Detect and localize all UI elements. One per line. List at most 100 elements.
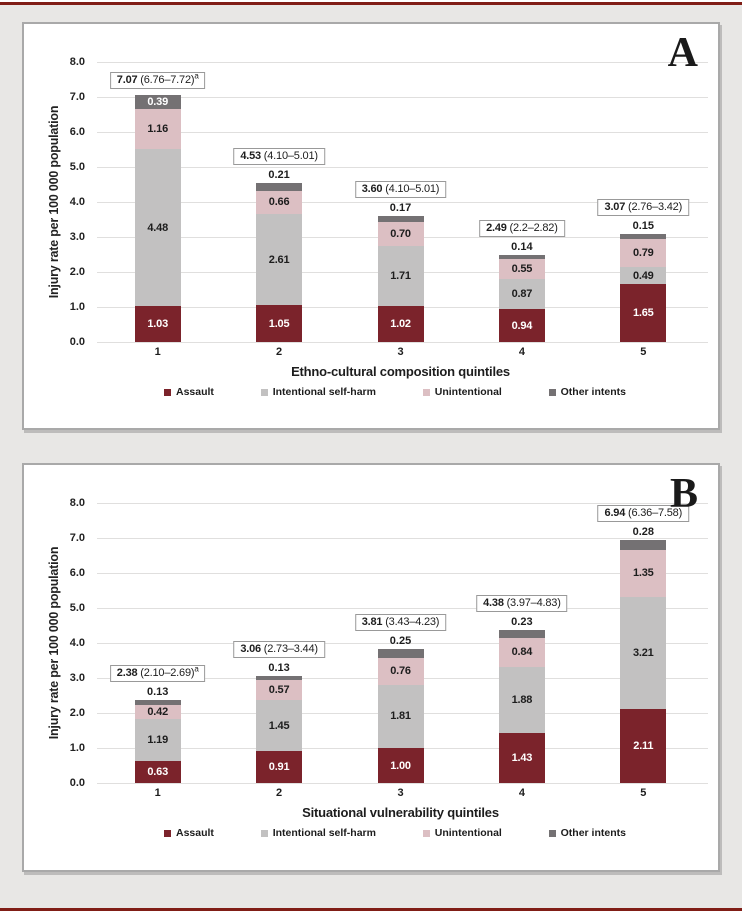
gridline: [97, 342, 708, 343]
segment-value-label: 1.16: [147, 122, 168, 135]
total-annotation: 6.94 (6.36–7.58): [597, 504, 690, 522]
legend-item: Other intents: [548, 386, 626, 398]
bar-segment-assault: 0.63: [134, 760, 181, 783]
segment-value-label: 0.55: [511, 263, 533, 276]
panel-b-letter: B: [669, 471, 698, 517]
bottom-rule: [0, 908, 742, 911]
bar-segment-other-intents: 0.39: [134, 94, 181, 109]
y-tick-label: 3.0: [69, 672, 85, 684]
total-annotation: 4.53 (4.10–5.01): [233, 148, 325, 166]
segment-value-label: 1.43: [511, 751, 533, 764]
bar-segment-assault: 2.11: [620, 709, 667, 783]
segment-value-label: 1.00: [390, 759, 411, 772]
legend-swatch-icon: [260, 829, 268, 837]
bar-segment-other-intents: [377, 216, 424, 222]
total-value: 3.06: [240, 642, 261, 655]
y-tick-label: 3.0: [69, 231, 85, 243]
gridline: [97, 132, 708, 133]
legend-label: Unintentional: [434, 827, 502, 839]
legend-item: Unintentional: [422, 386, 502, 398]
y-tick-label: 8.0: [69, 497, 85, 509]
legend-item: Assault: [164, 827, 214, 839]
panel-a: A Injury rate per 100 000 population 0.0 1…: [22, 22, 720, 430]
x-tick-label: 4: [518, 346, 525, 358]
segment-value-label: 1.03: [147, 317, 168, 330]
segment-value-label: 1.88: [511, 694, 533, 707]
x-tick-label: 2: [276, 787, 283, 799]
gridline: [97, 608, 708, 609]
bar-segment-other-intents: [620, 234, 667, 240]
y-tick-label: 0.0: [69, 336, 85, 348]
x-axis-title: Ethno-cultural composition quintiles: [291, 364, 510, 379]
legend-label: Assault: [176, 386, 214, 398]
x-tick-label: 3: [397, 787, 404, 799]
segment-value-label: 1.65: [632, 307, 654, 320]
total-value: 3.81: [361, 616, 383, 629]
segment-value-label: 0.57: [268, 684, 290, 697]
segment-value-label: 2.61: [268, 253, 290, 266]
legend-label: Intentional self-harm: [272, 386, 376, 398]
footnote-marker: a: [194, 664, 199, 674]
bar-segment-intentional-self-harm: 0.49: [620, 267, 667, 285]
total-annotation: 3.60 (4.10–5.01): [354, 181, 447, 198]
segment-value-label: 0.63: [147, 765, 168, 778]
segment-value-label: 0.70: [390, 228, 411, 241]
segment-value-label: 1.19: [147, 734, 168, 747]
legend-item: Other intents: [548, 827, 626, 839]
legend-label: Assault: [176, 827, 214, 839]
segment-value-label: 0.87: [511, 287, 533, 300]
bar-segment-unintentional: 0.57: [256, 680, 303, 701]
gridline: [97, 167, 708, 168]
bar-segment-unintentional: 0.79: [620, 239, 667, 268]
x-tick-label: 1: [154, 346, 161, 358]
legend-label: Intentional self-harm: [272, 827, 376, 839]
bar-segment-unintentional: 0.55: [498, 259, 545, 279]
y-tick-label: 8.0: [69, 56, 85, 68]
total-value: 2.38: [116, 667, 138, 680]
legend-swatch-icon: [260, 388, 268, 396]
total-value: 3.60: [361, 183, 383, 195]
x-axis-title: Situational vulnerability quintiles: [302, 805, 499, 820]
bar-segment-other-intents: [134, 700, 181, 705]
segment-value-label-outside: 0.17: [389, 202, 412, 214]
segment-value-label: 0.49: [632, 269, 654, 282]
legend-swatch-icon: [548, 388, 556, 396]
legend-item: Intentional self-harm: [260, 827, 376, 839]
segment-value-label-outside: 0.25: [389, 635, 412, 648]
bar-segment-unintentional: 0.84: [498, 637, 545, 668]
bar-segment-assault: 0.94: [498, 309, 545, 342]
legend-swatch-icon: [164, 388, 171, 396]
y-tick-label: 4.0: [69, 637, 85, 649]
bar-segment-intentional-self-harm: 1.45: [256, 700, 303, 752]
bar-segment-intentional-self-harm: 1.19: [134, 719, 181, 761]
legend-label: Other intents: [560, 386, 626, 398]
bar-segment-intentional-self-harm: 0.87: [498, 278, 545, 310]
total-value: 2.49: [486, 221, 507, 234]
gridline: [97, 643, 708, 644]
bar-segment-other-intents: [498, 629, 545, 638]
y-tick-label: 2.0: [69, 707, 85, 719]
segment-value-label: 0.39: [147, 95, 168, 108]
chart-a: Injury rate per 100 000 population 0.0 1.0…: [24, 24, 718, 428]
segment-value-label: 0.42: [147, 705, 168, 718]
segment-value-label-outside: 0.14: [511, 240, 533, 253]
legend-swatch-icon: [164, 829, 171, 837]
total-annotation: 3.07 (2.76–3.42): [597, 199, 690, 217]
total-annotation: 3.81 (3.43–4.23): [354, 614, 447, 632]
total-value: 4.38: [483, 596, 504, 609]
segment-value-label: 0.66: [268, 196, 290, 209]
legend-label: Unintentional: [434, 386, 502, 398]
total-annotation: 2.49 (2.2–2.82): [479, 219, 565, 237]
gridline: [97, 97, 708, 98]
segment-value-label: 2.11: [633, 740, 654, 753]
legend-swatch-icon: [422, 829, 430, 837]
segment-value-label: 0.84: [511, 646, 533, 659]
y-tick-label: 1.0: [69, 742, 85, 754]
bar-segment-unintentional: 0.42: [134, 704, 181, 720]
x-tick-label: 5: [640, 346, 647, 358]
gridline: [97, 202, 708, 203]
total-annotation: 7.07 (6.76–7.72)a: [109, 72, 206, 89]
total-value: 4.53: [240, 150, 261, 163]
y-tick-label: 2.0: [69, 266, 85, 278]
